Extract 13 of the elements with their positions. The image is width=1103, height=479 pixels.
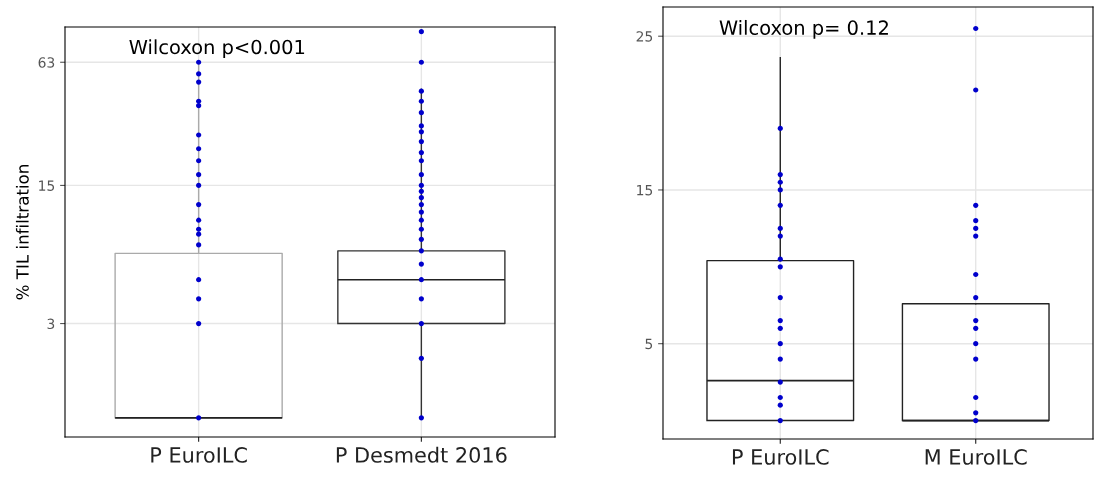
- y-tick-label: 15: [637, 185, 653, 196]
- x-tick-label: P EuroILC: [151, 447, 247, 463]
- annotation: Wilcoxon p<0.001: [129, 39, 305, 59]
- x-tick-label: P EuroILC: [732, 449, 829, 465]
- y-tick-label: 25: [636, 31, 653, 42]
- y-tick-label: 15: [39, 180, 55, 191]
- y-tick-label: 3: [47, 318, 55, 330]
- annotation: Wilcoxon p= 0.12: [719, 19, 888, 39]
- x-tick-label: P Desmedt 2016: [336, 446, 507, 463]
- y-axis-title: % TIL infiltration: [15, 165, 29, 300]
- y-tick-label: 63: [38, 57, 55, 68]
- y-tick-label: 5: [645, 338, 653, 350]
- x-tick-label: M EuroILC: [925, 449, 1027, 465]
